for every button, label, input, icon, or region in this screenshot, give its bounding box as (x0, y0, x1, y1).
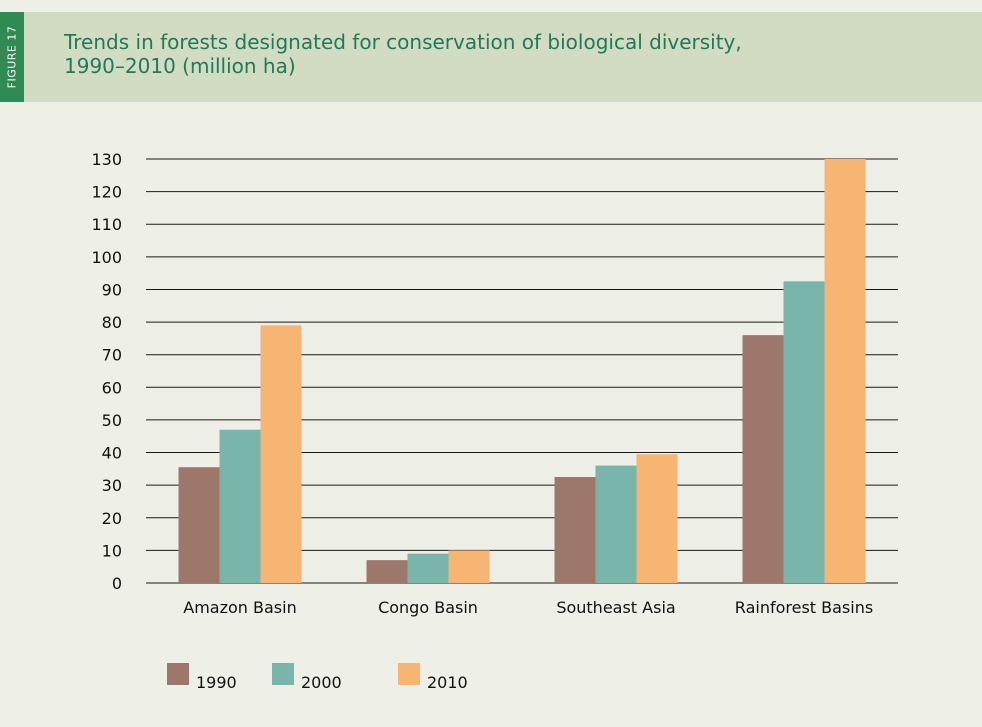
bar-2010 (260, 325, 302, 583)
legend-label-2010: 2010 (427, 673, 468, 692)
legend: 1990 2000 2010 (167, 663, 468, 692)
x-tick-label: Congo Basin (378, 598, 478, 617)
bar-2010 (448, 550, 490, 583)
y-tick-label: 120 (91, 183, 122, 202)
y-axis-tick-labels: 0 10 20 30 40 50 60 70 80 90 100 110 120 130 (91, 150, 122, 593)
y-tick-label: 130 (91, 150, 122, 169)
bars (178, 159, 866, 583)
figure-header (0, 12, 982, 102)
x-tick-label: Rainforest Basins (735, 598, 873, 617)
y-tick-label: 40 (102, 444, 122, 463)
chart-title: Trends in forests designated for conserv… (64, 30, 742, 78)
legend-swatch-1990 (167, 663, 189, 685)
bar-2000 (407, 553, 449, 583)
legend-swatch-2010 (398, 663, 420, 685)
y-tick-label: 10 (102, 541, 122, 560)
bar-1990 (366, 560, 408, 583)
y-tick-label: 70 (102, 346, 122, 365)
y-tick-label: 0 (112, 574, 122, 593)
legend-swatch-2000 (272, 663, 294, 685)
y-tick-label: 100 (91, 248, 122, 267)
figure-number-tab: FIGURE 17 (0, 12, 24, 102)
bar-2000 (219, 429, 261, 583)
bar-1990 (554, 477, 596, 583)
x-axis-tick-labels: Amazon Basin Congo Basin Southeast Asia Rai… (183, 598, 873, 617)
bar-2000 (595, 465, 637, 583)
bar-2010 (824, 159, 866, 583)
bar-2010 (636, 454, 678, 583)
y-tick-label: 20 (102, 509, 122, 528)
y-tick-label: 110 (91, 215, 122, 234)
bar-1990 (178, 467, 220, 583)
y-tick-label: 30 (102, 476, 122, 495)
x-tick-label: Amazon Basin (183, 598, 296, 617)
bar-2000 (783, 281, 825, 583)
legend-label-2000: 2000 (301, 673, 342, 692)
y-tick-label: 50 (102, 411, 122, 430)
bar-1990 (742, 335, 784, 583)
y-tick-label: 60 (102, 378, 122, 397)
y-tick-label: 80 (102, 313, 122, 332)
legend-label-1990: 1990 (196, 673, 237, 692)
y-tick-label: 90 (102, 280, 122, 299)
x-tick-label: Southeast Asia (556, 598, 675, 617)
